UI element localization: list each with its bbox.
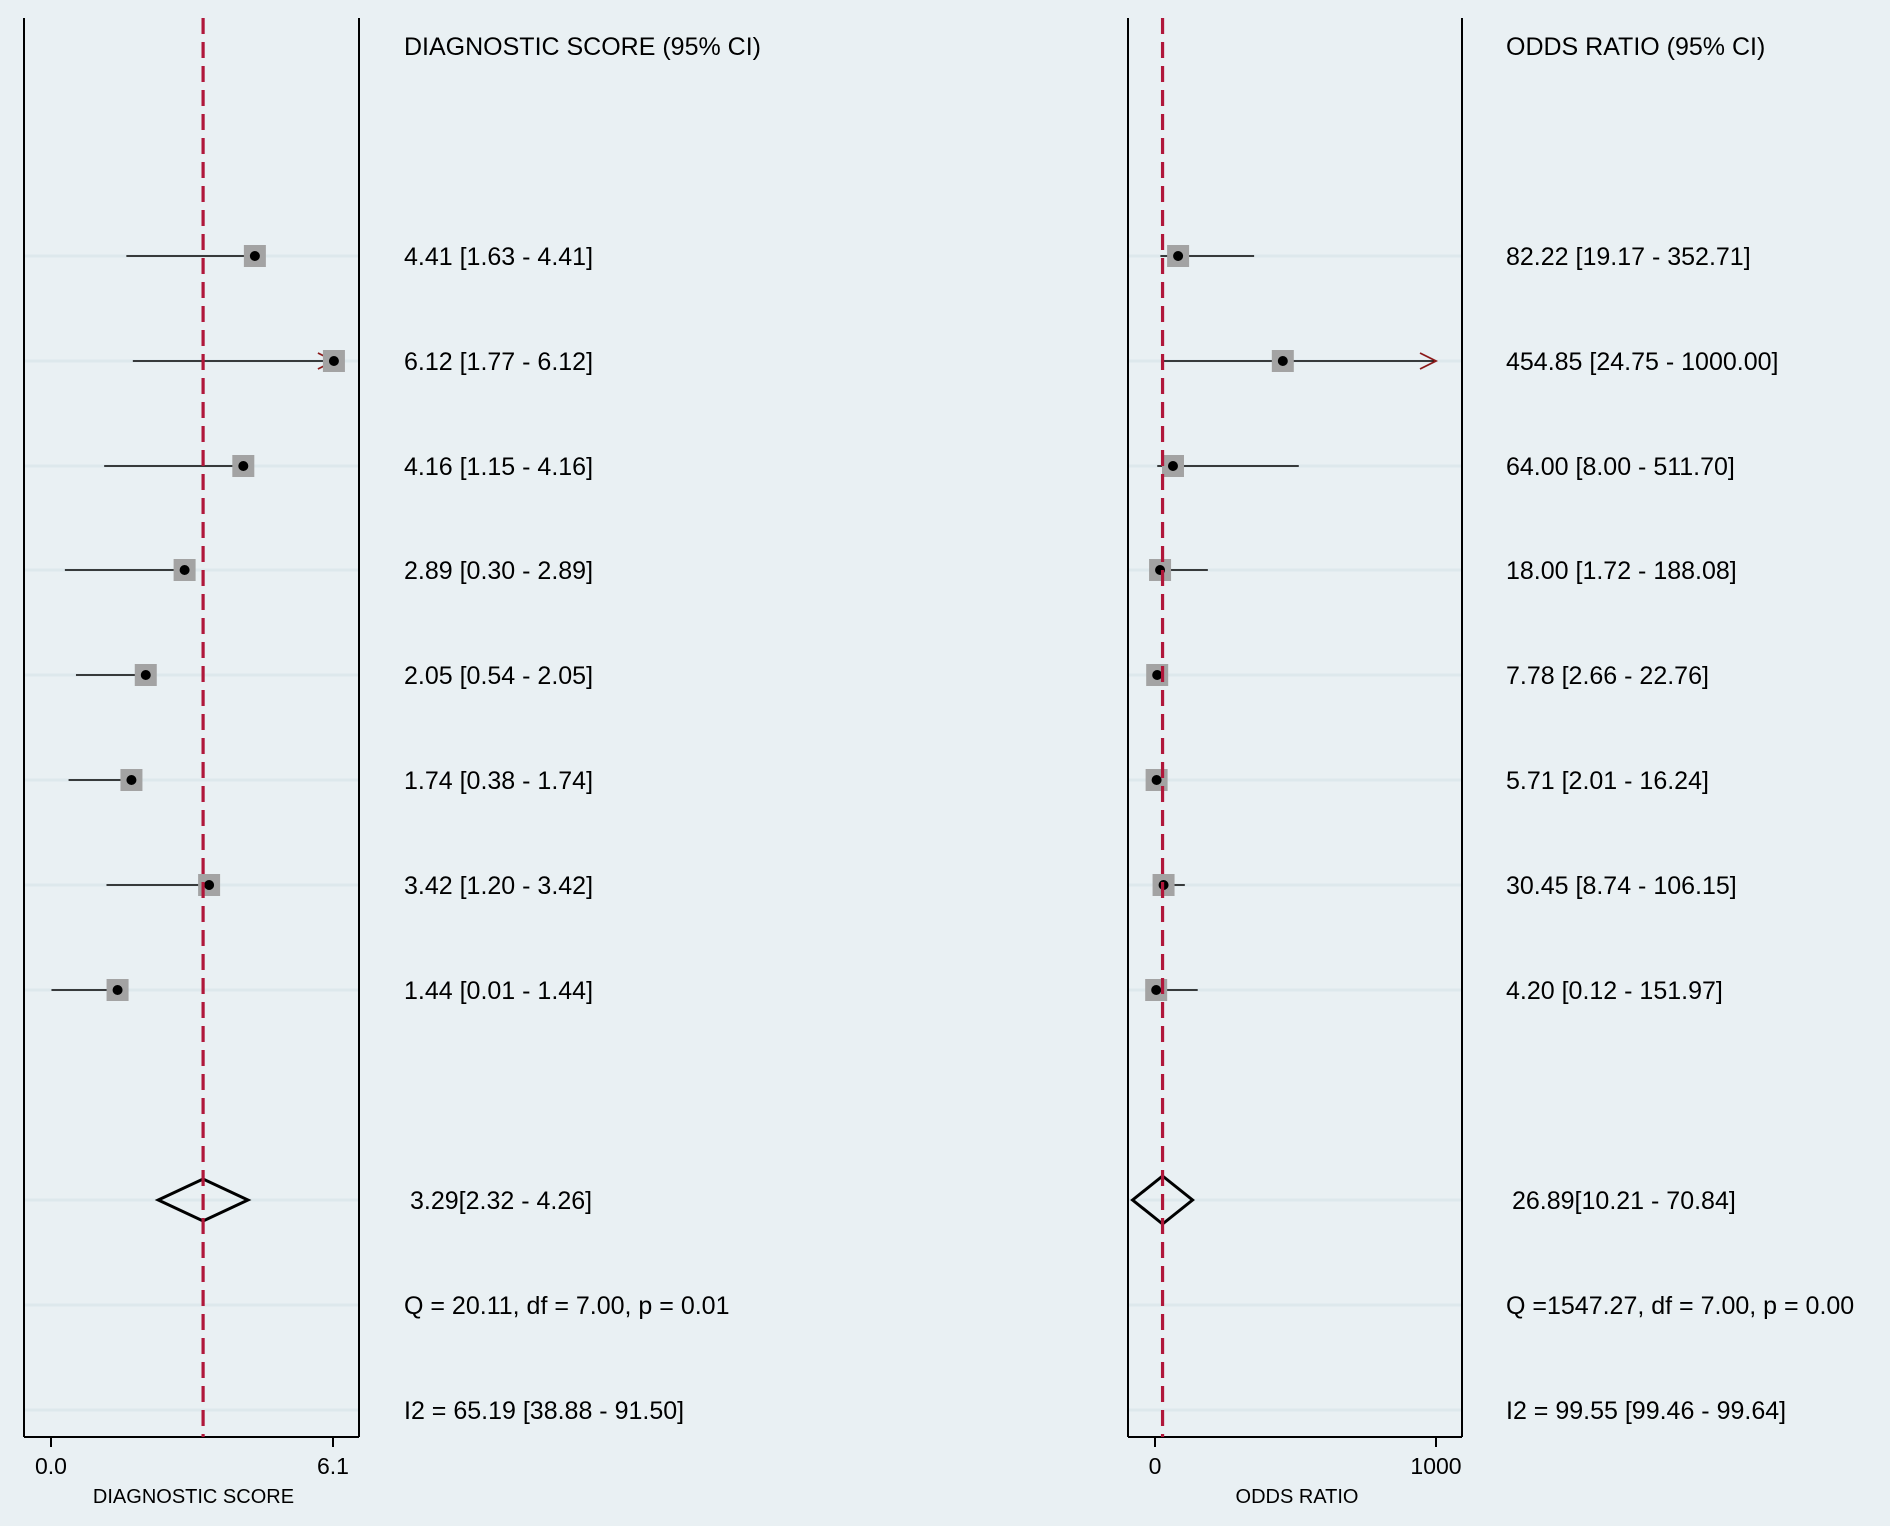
diagnostic-heterogeneity-label: I2 = 65.19 [38.88 - 91.50] [404, 1397, 684, 1425]
diagnostic-tick-label: 0.0 [35, 1453, 67, 1479]
odds-ratio-point-estimate [1277, 356, 1288, 366]
odds-ratio-column-header: ODDS RATIO (95% CI) [1506, 33, 1765, 61]
odds-ratio-study-label: 18.00 [1.72 - 188.08] [1506, 557, 1737, 585]
diagnostic-point-estimate [204, 880, 215, 890]
diagnostic-point-estimate [140, 670, 151, 680]
diagnostic-heterogeneity-label: Q = 20.11, df = 7.00, p = 0.01 [404, 1292, 729, 1320]
diagnostic-point-estimate [328, 356, 339, 366]
odds-ratio-study-label: 30.45 [8.74 - 106.15] [1506, 872, 1737, 900]
odds-ratio-study-label: 4.20 [0.12 - 151.97] [1506, 977, 1723, 1005]
diagnostic-study-label: 4.16 [1.15 - 4.16] [404, 453, 593, 481]
diagnostic-point-estimate [249, 251, 260, 261]
diagnostic-pooled-label: 3.29[2.32 - 4.26] [410, 1187, 592, 1215]
diagnostic-point-estimate [179, 565, 190, 575]
diagnostic-column-header: DIAGNOSTIC SCORE (95% CI) [404, 33, 761, 61]
odds-ratio-study-label: 64.00 [8.00 - 511.70] [1506, 453, 1735, 481]
diagnostic-point-estimate [238, 461, 249, 471]
odds-ratio-point-estimate [1151, 985, 1162, 995]
diagnostic-point-estimate [112, 985, 123, 995]
odds-ratio-study-label: 5.71 [2.01 - 16.24] [1506, 767, 1709, 795]
diagnostic-study-label: 6.12 [1.77 - 6.12] [404, 348, 593, 376]
odds-ratio-tick-label: 0 [1149, 1453, 1162, 1479]
diagnostic-pooled-diamond [154, 1177, 252, 1223]
diagnostic-study-label: 3.42 [1.20 - 3.42] [404, 872, 593, 900]
diagnostic-study-label: 1.44 [0.01 - 1.44] [404, 977, 593, 1005]
odds-ratio-heterogeneity-label: Q =1547.27, df = 7.00, p = 0.00 [1506, 1292, 1854, 1320]
odds-ratio-panel: 0 1000 ODDS RATIO ODDS RATIO (95% CI) 82.22 … [1127, 18, 1854, 1508]
odds-ratio-axis-title: ODDS RATIO [1236, 1486, 1359, 1508]
diagnostic-point-estimate [126, 775, 137, 785]
diagnostic-panel: 0.0 6.1 DIAGNOSTIC SCORE DIAGNOSTIC SCORE (… [23, 18, 761, 1508]
diagnostic-axis-title: DIAGNOSTIC SCORE [93, 1486, 294, 1508]
diagnostic-study-label: 2.89 [0.30 - 2.89] [404, 557, 593, 585]
odds-ratio-point-estimate [1152, 670, 1163, 680]
odds-ratio-point-estimate [1173, 251, 1184, 261]
odds-ratio-study-label: 7.78 [2.66 - 22.76] [1506, 662, 1709, 690]
odds-ratio-pooled-label: 26.89[10.21 - 70.84] [1512, 1187, 1736, 1215]
diagnostic-tick-label: 6.1 [317, 1453, 349, 1479]
odds-ratio-study-label: 82.22 [19.17 - 352.71] [1506, 243, 1751, 271]
odds-ratio-pooled-diamond [1130, 1174, 1195, 1226]
diagnostic-study-label: 1.74 [0.38 - 1.74] [404, 767, 593, 795]
diagnostic-study-label: 4.41 [1.63 - 4.41] [404, 243, 593, 271]
odds-ratio-heterogeneity-label: I2 = 99.55 [99.46 - 99.64] [1506, 1397, 1786, 1425]
odds-ratio-ci-arrow [1419, 352, 1439, 370]
odds-ratio-study-label: 454.85 [24.75 - 1000.00] [1506, 348, 1778, 376]
odds-ratio-point-estimate [1151, 775, 1162, 785]
diagnostic-study-label: 2.05 [0.54 - 2.05] [404, 662, 593, 690]
odds-ratio-tick-label: 1000 [1410, 1453, 1461, 1479]
odds-ratio-point-estimate [1167, 461, 1178, 471]
